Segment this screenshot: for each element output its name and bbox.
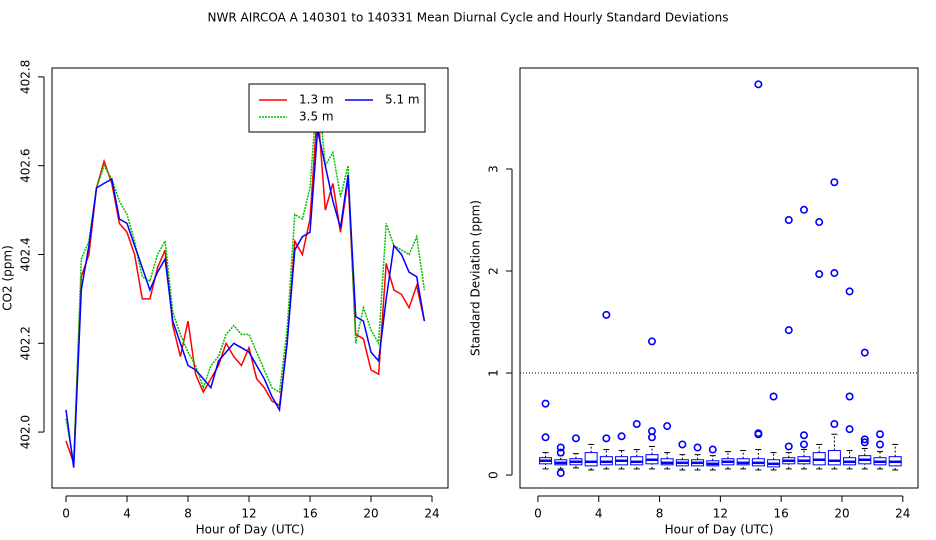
y-tick-label: 402.8	[19, 60, 33, 94]
plot-frame	[51, 67, 449, 489]
page-title: NWR AIRCOA A 140301 to 140331 Mean Diurn…	[208, 11, 729, 25]
outlier	[784, 442, 793, 451]
outlier	[845, 287, 854, 296]
x-axis-label: Hour of Day (UTC)	[196, 523, 305, 537]
outlier	[784, 216, 793, 225]
x-tick-label: 16	[774, 507, 789, 521]
outlier	[632, 420, 641, 429]
x-tick-label: 4	[123, 507, 131, 521]
x-tick-label: 12	[241, 507, 256, 521]
outlier	[556, 469, 565, 478]
x-tick-label: 8	[656, 507, 664, 521]
x-axis-label: Hour of Day (UTC)	[665, 523, 774, 537]
y-tick-label: 1	[487, 369, 501, 377]
outlier	[830, 178, 839, 187]
x-tick-label: 8	[184, 507, 192, 521]
outlier	[860, 435, 869, 444]
outlier	[693, 443, 702, 452]
x-tick-label: 16	[302, 507, 317, 521]
y-tick-label: 2	[487, 267, 501, 275]
y-tick-label: 402.6	[19, 148, 33, 182]
x-tick-label: 20	[363, 507, 378, 521]
outlier	[663, 422, 672, 431]
y-axis-label: Standard Deviation (ppm)	[469, 200, 483, 356]
series-line	[65, 130, 426, 468]
outlier	[799, 205, 808, 214]
box	[827, 450, 841, 466]
outlier	[708, 445, 717, 454]
outlier	[784, 326, 793, 335]
outlier	[541, 399, 550, 408]
legend-label: 5.1 m	[385, 93, 420, 107]
x-tick-label: 0	[62, 507, 70, 521]
outlier	[647, 337, 656, 346]
outlier	[845, 425, 854, 434]
outlier	[799, 440, 808, 449]
legend: 1.3 m 3.5 m 5.1 m	[248, 83, 426, 133]
outlier	[602, 310, 611, 319]
y-tick-label: 402.0	[19, 415, 33, 449]
x-tick-label: 20	[834, 507, 849, 521]
legend-label: 3.5 m	[299, 110, 334, 124]
outlier	[845, 392, 854, 401]
outlier	[556, 443, 565, 452]
x-tick-label: 24	[895, 507, 910, 521]
plot-frame	[519, 67, 919, 489]
y-axis-label: CO2 (ppm)	[1, 245, 15, 311]
outlier	[754, 430, 763, 439]
outlier	[617, 432, 626, 441]
outlier	[541, 433, 550, 442]
y-tick-label: 3	[487, 165, 501, 173]
outlier	[830, 269, 839, 278]
outlier	[875, 430, 884, 439]
outlier	[556, 448, 565, 457]
outlier	[678, 440, 687, 449]
outlier	[754, 80, 763, 89]
x-tick-label: 12	[713, 507, 728, 521]
outlier	[860, 348, 869, 357]
y-tick-label: 0	[487, 471, 501, 479]
legend-box	[248, 83, 426, 133]
outlier	[799, 431, 808, 440]
series-line	[65, 107, 426, 464]
y-tick-label: 402.4	[19, 237, 33, 271]
x-tick-label: 0	[534, 507, 542, 521]
outlier	[647, 433, 656, 442]
outlier	[602, 434, 611, 443]
x-tick-label: 24	[424, 507, 439, 521]
legend-label: 1.3 m	[299, 93, 334, 107]
x-tick-label: 4	[595, 507, 603, 521]
outlier	[875, 440, 884, 449]
outlier	[769, 392, 778, 401]
series-line	[65, 85, 426, 464]
outlier	[815, 218, 824, 227]
y-tick-label: 402.2	[19, 326, 33, 360]
outlier	[571, 434, 580, 443]
outlier	[815, 270, 824, 279]
outlier	[830, 420, 839, 429]
outlier	[860, 438, 869, 447]
box	[584, 452, 598, 467]
